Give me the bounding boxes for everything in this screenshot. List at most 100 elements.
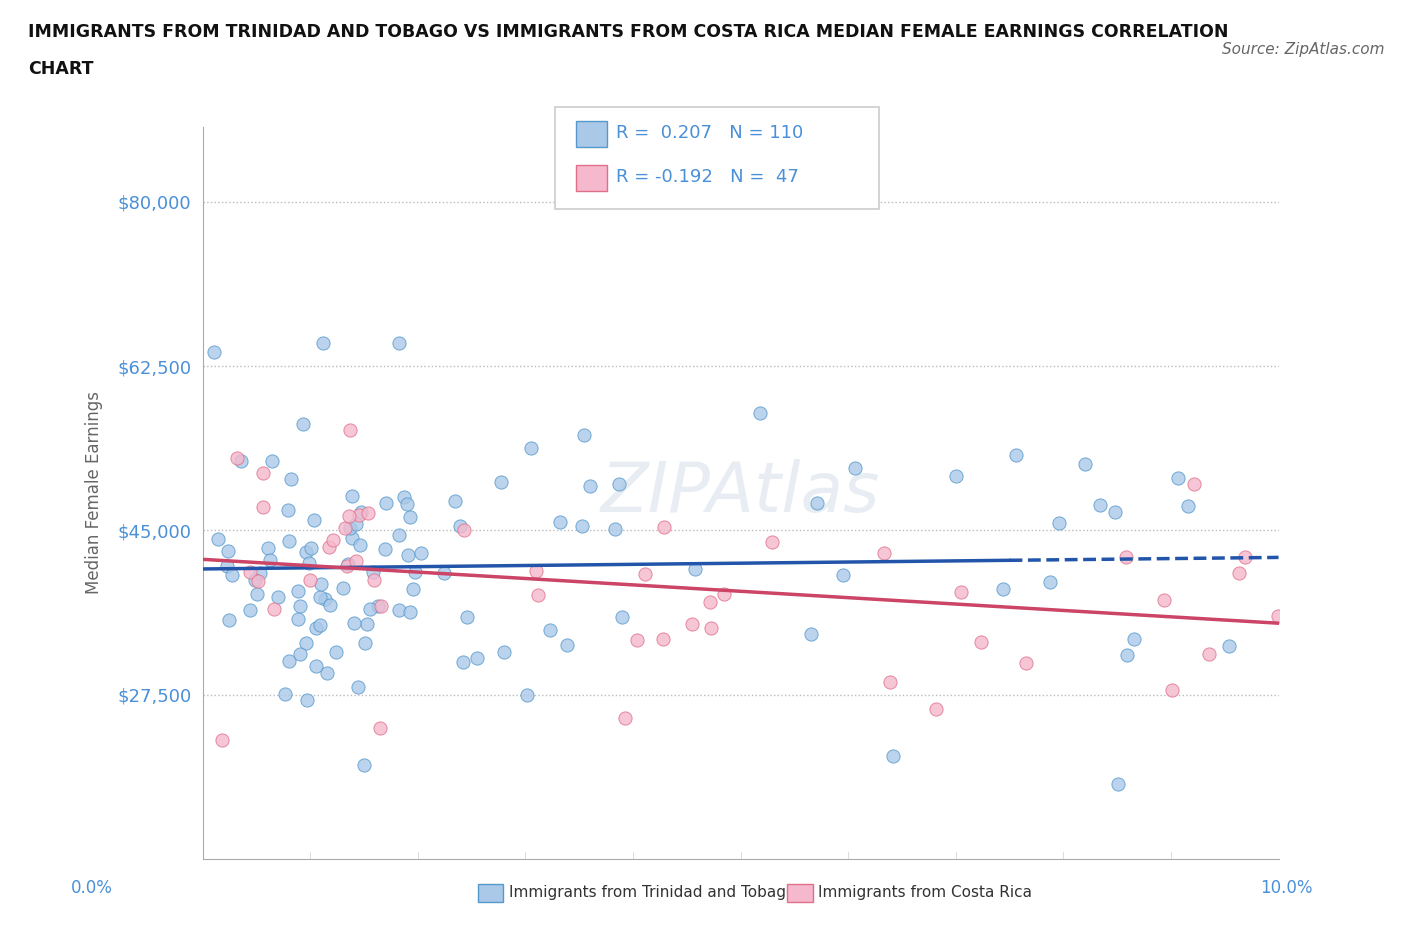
Point (211, 733, 233, 748)
Point (398, 510, 420, 525)
Point (325, 644, 347, 659)
Point (1107, 777, 1129, 791)
Point (1167, 471, 1189, 485)
Text: 10.0%: 10.0% (1260, 879, 1313, 897)
Point (1227, 565, 1250, 580)
Point (699, 595, 721, 610)
Point (287, 612, 309, 627)
Point (465, 650, 488, 665)
Point (538, 622, 561, 637)
Point (375, 496, 398, 511)
Point (1015, 656, 1038, 671)
Point (1104, 504, 1126, 519)
Point (652, 631, 675, 646)
Text: R =  0.207   N = 110: R = 0.207 N = 110 (616, 124, 803, 142)
Point (1115, 550, 1137, 565)
Point (280, 472, 302, 486)
Point (278, 533, 301, 548)
Point (319, 598, 342, 613)
Point (1123, 631, 1146, 646)
Point (217, 544, 239, 559)
Point (453, 523, 475, 538)
Point (1088, 498, 1111, 512)
Point (322, 533, 344, 548)
Point (402, 581, 425, 596)
Point (1160, 683, 1182, 698)
Text: Source: ZipAtlas.com: Source: ZipAtlas.com (1222, 42, 1385, 57)
Point (344, 516, 367, 531)
Point (287, 583, 309, 598)
Point (572, 428, 595, 443)
Point (221, 567, 243, 582)
Point (571, 519, 593, 534)
Point (247, 574, 270, 589)
Point (873, 546, 896, 561)
Point (548, 514, 571, 529)
Text: IMMIGRANTS FROM TRINIDAD AND TOBAGO VS IMMIGRANTS FROM COSTA RICA MEDIAN FEMALE : IMMIGRANTS FROM TRINIDAD AND TOBAGO VS I… (28, 23, 1229, 41)
Point (806, 496, 828, 511)
Point (832, 568, 855, 583)
Point (336, 556, 359, 571)
Point (239, 603, 262, 618)
Point (259, 552, 281, 567)
Point (353, 758, 375, 773)
Text: R = -0.192   N =  47: R = -0.192 N = 47 (616, 167, 799, 186)
Point (519, 440, 541, 455)
Point (1116, 647, 1139, 662)
Point (344, 553, 367, 568)
Point (761, 535, 783, 550)
Point (1153, 592, 1175, 607)
Point (368, 720, 391, 735)
Point (494, 644, 516, 659)
Point (800, 627, 823, 642)
Text: CHART: CHART (28, 60, 94, 78)
Point (316, 666, 339, 681)
Point (681, 617, 703, 631)
Point (409, 546, 432, 561)
Point (443, 494, 465, 509)
Point (295, 693, 318, 708)
Point (1074, 457, 1097, 472)
Point (882, 749, 904, 764)
Point (257, 541, 280, 556)
Point (367, 598, 389, 613)
Point (347, 508, 370, 523)
Point (290, 599, 312, 614)
Point (291, 416, 314, 431)
Point (1218, 638, 1240, 653)
Point (215, 558, 238, 573)
Point (652, 519, 675, 534)
Point (1267, 608, 1289, 623)
Point (243, 572, 266, 587)
Point (202, 345, 225, 360)
Text: ZIPAtlas: ZIPAtlas (600, 459, 880, 526)
Point (374, 542, 396, 557)
Y-axis label: Median Female Earnings: Median Female Earnings (86, 392, 103, 594)
Point (396, 547, 419, 562)
Point (388, 335, 411, 350)
Point (605, 522, 627, 537)
Point (396, 497, 419, 512)
Point (388, 527, 411, 542)
Point (879, 675, 901, 690)
Point (295, 635, 318, 650)
Point (361, 565, 384, 579)
Point (350, 505, 373, 520)
Point (610, 609, 633, 624)
Point (252, 465, 274, 480)
Point (229, 453, 252, 468)
Point (392, 490, 415, 505)
Point (433, 566, 456, 581)
Point (226, 451, 249, 466)
Point (991, 581, 1014, 596)
Point (579, 479, 602, 494)
Point (356, 617, 378, 631)
Point (336, 559, 359, 574)
Point (347, 680, 370, 695)
Point (299, 540, 322, 555)
Point (1234, 550, 1257, 565)
Point (449, 518, 471, 533)
Point (239, 565, 262, 579)
Point (309, 618, 332, 632)
Point (218, 613, 240, 628)
